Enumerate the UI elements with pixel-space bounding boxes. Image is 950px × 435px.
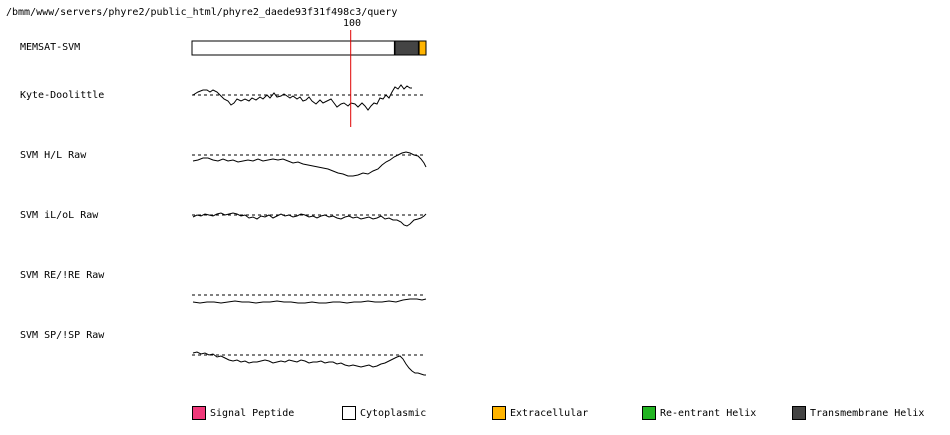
kyte-doolittle-trace bbox=[192, 84, 412, 111]
legend-swatch-extracellular bbox=[492, 406, 506, 420]
track-label-kyte-doolittle: Kyte-Doolittle bbox=[20, 90, 104, 101]
legend-swatch-signal-peptide bbox=[192, 406, 206, 420]
legend-item-signal-peptide: Signal Peptide bbox=[192, 404, 294, 422]
legend-item-re-entrant-helix: Re-entrant Helix bbox=[642, 404, 756, 422]
topology-extracellular-segment bbox=[418, 40, 427, 56]
legend: Signal Peptide Cytoplasmic Extracellular… bbox=[0, 404, 950, 424]
svm-spsp-trace bbox=[192, 351, 426, 376]
legend-label-re-entrant-helix: Re-entrant Helix bbox=[660, 407, 757, 419]
track-label-svm-rere-raw: SVM RE/!RE Raw bbox=[20, 270, 105, 281]
svm-ilol-trace bbox=[192, 212, 427, 227]
track-label-svm-ilol-raw: SVM iL/oL Raw bbox=[20, 210, 99, 221]
svm-rere-trace bbox=[192, 298, 427, 304]
legend-item-transmembrane-helix: Transmembrane Helix bbox=[792, 404, 924, 422]
legend-item-extracellular: Extracellular bbox=[492, 404, 588, 422]
legend-label-transmembrane-helix: Transmembrane Helix bbox=[810, 407, 925, 419]
legend-item-cytoplasmic: Cytoplasmic bbox=[342, 404, 426, 422]
legend-swatch-cytoplasmic bbox=[342, 406, 356, 420]
topology-cytoplasmic-segment bbox=[191, 40, 395, 56]
legend-label-signal-peptide: Signal Peptide bbox=[210, 407, 295, 419]
legend-swatch-transmembrane-helix bbox=[792, 406, 806, 420]
legend-swatch-re-entrant-helix bbox=[642, 406, 656, 420]
track-label-svm-spsp-raw: SVM SP/!SP Raw bbox=[20, 330, 105, 341]
legend-label-cytoplasmic: Cytoplasmic bbox=[360, 407, 427, 419]
topology-transmembrane-segment bbox=[394, 40, 419, 56]
track-label-memsat-svm: MEMSAT-SVM bbox=[20, 42, 80, 53]
svm-hl-trace bbox=[192, 151, 427, 177]
track-label-svm-hl-raw: SVM H/L Raw bbox=[20, 150, 87, 161]
ruler-marker-label: 100 bbox=[343, 18, 361, 29]
query-path: /bmm/www/servers/phyre2/public_html/phyr… bbox=[6, 7, 397, 18]
legend-label-extracellular: Extracellular bbox=[510, 407, 589, 419]
